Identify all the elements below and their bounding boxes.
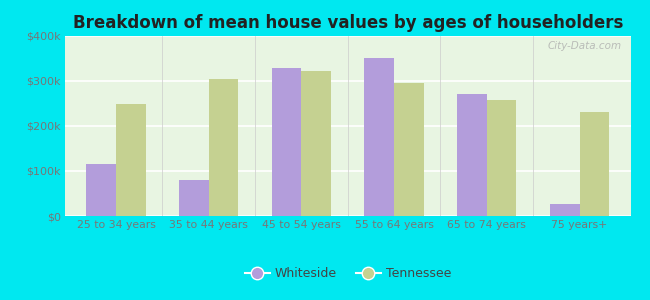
Bar [116,104,146,216]
Bar [487,100,517,216]
Bar [209,79,239,216]
Bar [365,58,394,216]
Bar [394,83,424,216]
Bar [580,112,609,216]
Bar [550,204,580,216]
Bar [86,164,116,216]
Text: City-Data.com: City-Data.com [548,41,622,51]
Bar [179,180,209,216]
Bar [272,68,302,216]
Title: Breakdown of mean house values by ages of householders: Breakdown of mean house values by ages o… [73,14,623,32]
Legend: Whiteside, Tennessee: Whiteside, Tennessee [240,262,456,285]
Bar [302,71,331,216]
Bar [457,94,487,216]
